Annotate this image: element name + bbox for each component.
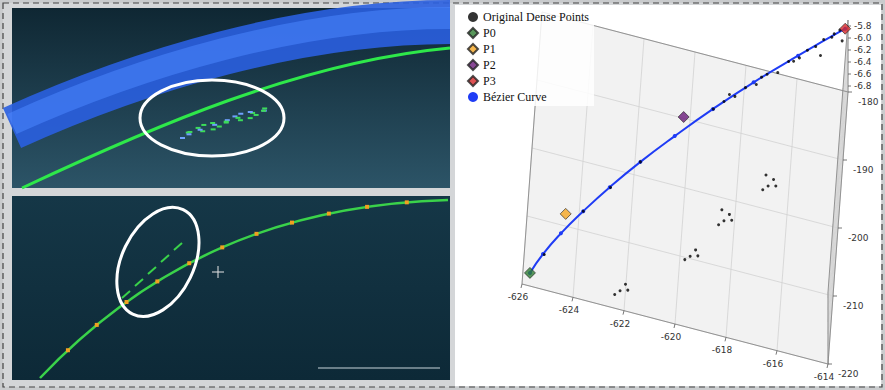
svg-text:-6.0: -6.0 (854, 33, 872, 43)
svg-text:P0: P0 (483, 26, 496, 40)
svg-text:-6.4: -6.4 (854, 57, 872, 67)
svg-text:-5.8: -5.8 (854, 21, 872, 31)
svg-text:-200: -200 (848, 233, 869, 243)
svg-text:-620: -620 (661, 332, 682, 342)
svg-text:-180: -180 (858, 97, 879, 107)
svg-text:-210: -210 (843, 301, 864, 311)
svg-text:-618: -618 (712, 345, 733, 355)
svg-text:P3: P3 (483, 74, 496, 88)
svg-text:P1: P1 (483, 42, 496, 56)
svg-text:-614: -614 (814, 372, 835, 382)
svg-text:-626: -626 (508, 292, 529, 302)
svg-text:-616: -616 (763, 359, 784, 369)
svg-text:P2: P2 (483, 58, 496, 72)
svg-text:-6.8: -6.8 (854, 81, 872, 91)
svg-text:-220: -220 (838, 369, 859, 379)
svg-text:Bézier Curve: Bézier Curve (483, 90, 547, 104)
svg-text:-6.6: -6.6 (854, 69, 872, 79)
svg-text:-190: -190 (853, 165, 874, 175)
svg-text:-6.2: -6.2 (854, 45, 872, 55)
svg-text:-622: -622 (610, 319, 630, 329)
svg-text:-624: -624 (559, 305, 580, 315)
svg-text:Original Dense Points: Original Dense Points (483, 10, 589, 24)
